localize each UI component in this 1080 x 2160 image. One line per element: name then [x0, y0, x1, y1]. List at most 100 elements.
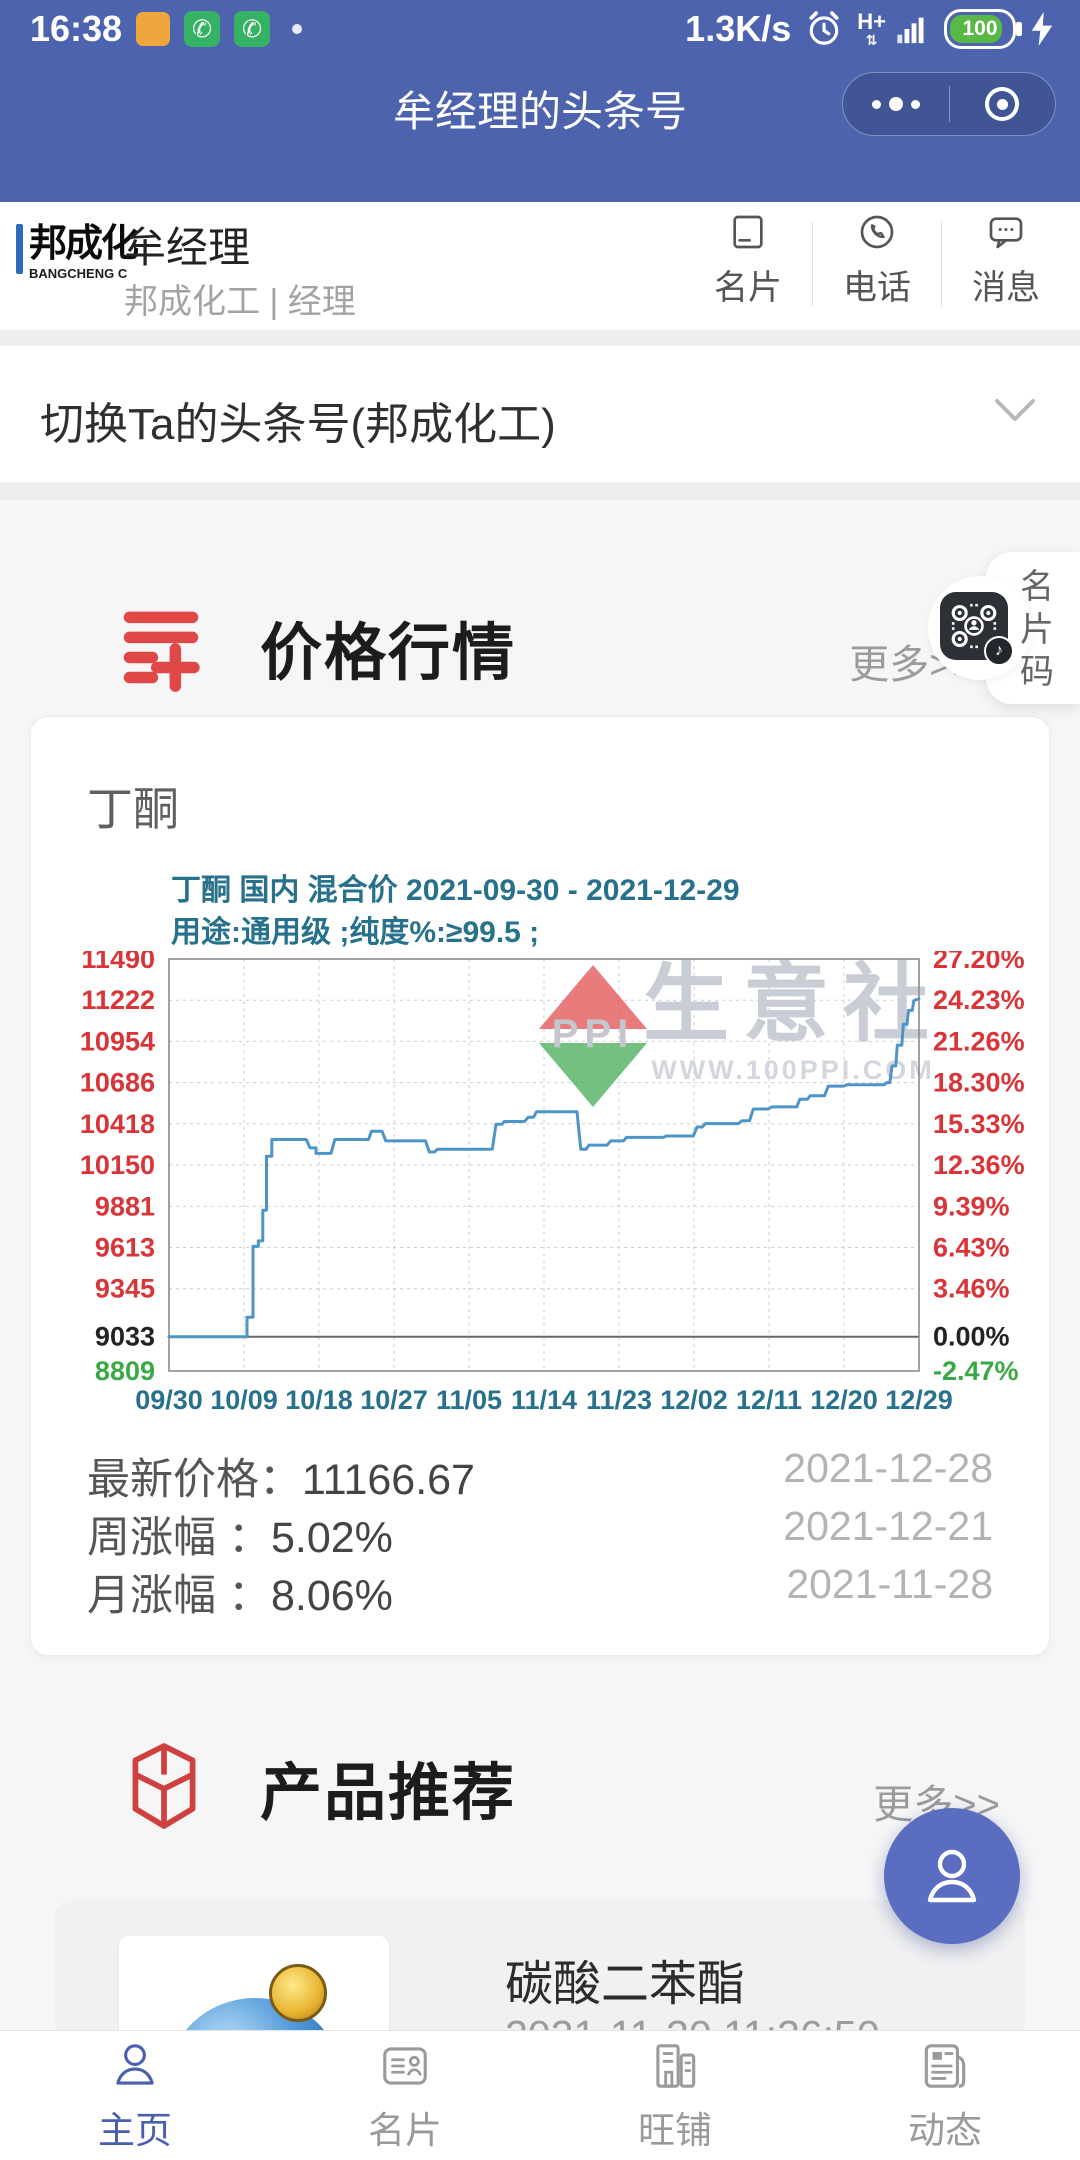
charging-bolt-icon [1031, 12, 1053, 46]
price-section-header: 价格行情 更多>> [0, 592, 1080, 702]
phone-call-label: 电话 [843, 269, 911, 307]
svg-text:6.43%: 6.43% [933, 1232, 1010, 1262]
svg-text:12.36%: 12.36% [933, 1150, 1025, 1180]
svg-text:11/14: 11/14 [511, 1385, 577, 1415]
product-section-title: 产品推荐 [260, 1759, 517, 1828]
message-label: 消息 [972, 269, 1040, 307]
stat-value: 5.02% [270, 1514, 393, 1562]
svg-text:9613: 9613 [95, 1233, 155, 1263]
close-minimize-button[interactable] [950, 73, 1056, 135]
page-title: 牟经理的头条号 [392, 88, 687, 135]
price-list-icon [123, 611, 200, 692]
price-line-chart: 09/30 10/09 10/18 10/27 11/05 11/14 11/23 12/02… [31, 944, 1049, 1443]
svg-text:12/20: 12/20 [810, 1385, 878, 1415]
tab-feed-label: 动态 [908, 2110, 982, 2151]
stat-date: 2021-12-21 [783, 1503, 993, 1549]
card-code-widget[interactable]: ♪ 名 片 码 [928, 552, 1080, 704]
svg-text:10/18: 10/18 [285, 1385, 353, 1415]
switch-account-label: 切换Ta的头条号(邦成化工) [40, 400, 556, 449]
svg-text:3.46%: 3.46% [933, 1274, 1010, 1304]
tab-home[interactable]: 主页 [0, 2031, 270, 2160]
svg-text:9881: 9881 [95, 1191, 155, 1221]
price-section-title: 价格行情 [260, 619, 517, 688]
svg-text:10954: 10954 [80, 1026, 155, 1056]
tab-shop-label: 旺铺 [638, 2110, 712, 2151]
price-chart-card[interactable]: 丁酮 丁酮 国内 混合价 2021-09-30 - 2021-12-29 用途:… [30, 716, 1050, 1656]
svg-text:WWW.100PPI.COM: WWW.100PPI.COM [651, 1055, 935, 1085]
battery-level: 100 [962, 17, 998, 40]
signal-bars-icon [897, 17, 924, 44]
phone-icon [860, 215, 894, 249]
tab-card-label: 名片 [368, 2110, 442, 2151]
svg-text:10150: 10150 [80, 1150, 155, 1180]
stat-label: 最新价格： [87, 1456, 302, 1504]
svg-text:10686: 10686 [80, 1068, 155, 1098]
stat-label: 周涨幅 ： [87, 1514, 271, 1562]
svg-text:11/23: 11/23 [586, 1385, 652, 1415]
bottom-tab-bar: 主页 名片 旺铺 [0, 2030, 1080, 2160]
message-button[interactable]: 消息 [942, 212, 1070, 309]
card-code-char: 名 [1020, 568, 1054, 606]
more-options-button[interactable] [843, 73, 949, 135]
product-title: 碳酸二苯酯 [505, 1958, 746, 2011]
card-code-char: 码 [1020, 653, 1054, 691]
ellipsis-icon [871, 97, 920, 111]
svg-text:0.00%: 0.00% [933, 1322, 1010, 1352]
svg-text:12/11: 12/11 [736, 1385, 802, 1415]
chart-subtitle: 用途:通用级 ;纯度%:≥99.5 ; [171, 916, 540, 949]
svg-text:11222: 11222 [81, 985, 155, 1015]
switch-account-row[interactable]: 切换Ta的头条号(邦成化工) [0, 346, 1080, 482]
profile-header: 邦成化 BANGCHENG C 牟经理 邦成化工 | 经理 名片 电话 [0, 202, 1080, 330]
news-feed-icon [924, 2044, 966, 2088]
product-photo-coin [269, 1964, 327, 2022]
svg-text:8809: 8809 [95, 1356, 155, 1386]
tab-card[interactable]: 名片 [270, 2031, 540, 2160]
svg-text:9345: 9345 [95, 1274, 155, 1304]
svg-text:21.26%: 21.26% [933, 1026, 1025, 1056]
section-divider-2 [0, 482, 1080, 500]
status-time: 16:38 [30, 8, 123, 49]
svg-text:9.39%: 9.39% [933, 1191, 1010, 1221]
miniprogram-capsule [842, 72, 1056, 136]
battery-icon: 100 [944, 9, 1022, 49]
tab-feed[interactable]: 动态 [810, 2031, 1080, 2160]
svg-text:12/02: 12/02 [660, 1385, 728, 1415]
contact-subtitle: 邦成化工 | 经理 [124, 283, 356, 321]
contact-name: 牟经理 [124, 224, 251, 271]
card-code-char: 片 [1020, 610, 1054, 649]
business-card-button[interactable]: 名片 [684, 212, 812, 309]
stat-value: 11166.67 [302, 1456, 475, 1504]
stat-label: 月涨幅 ： [87, 1572, 271, 1620]
logo-text-cn: 邦成化 [29, 223, 139, 265]
svg-text:PPI: PPI [552, 1012, 634, 1056]
svg-text:11490: 11490 [81, 951, 155, 974]
id-card-icon [383, 2047, 427, 2085]
chart-title: 丁酮 国内 混合价 2021-09-30 - 2021-12-29 [171, 874, 740, 907]
svg-text:-2.47%: -2.47% [933, 1356, 1019, 1386]
svg-text:10418: 10418 [80, 1109, 155, 1139]
phone-notification-icon: ✆ [184, 11, 221, 47]
notification-dot-icon [292, 24, 303, 34]
logo-accent-bar [16, 224, 23, 274]
stat-value: 8.06% [270, 1572, 393, 1620]
target-circle-icon [985, 87, 1020, 121]
section-divider [0, 330, 1080, 346]
contact-fab-button[interactable] [884, 1808, 1020, 1944]
tab-home-label: 主页 [98, 2110, 172, 2151]
alarm-clock-icon [809, 11, 839, 45]
network-speed: 1.3K/s [685, 8, 792, 49]
svg-text:9033: 9033 [95, 1322, 155, 1352]
phone-call-button[interactable]: 电话 [813, 212, 941, 309]
stat-date: 2021-11-28 [786, 1561, 993, 1607]
chart-product-name: 丁酮 [87, 783, 179, 835]
stat-row-weekly: 周涨幅 ：5.02% 2021-12-21 [87, 1503, 993, 1562]
svg-text:24.23%: 24.23% [933, 985, 1025, 1015]
person-icon [927, 1849, 977, 1903]
music-note-icon: ♪ [984, 636, 1014, 666]
svg-text:10/09: 10/09 [210, 1385, 278, 1415]
product-cube-icon [132, 1743, 196, 1829]
tab-shop[interactable]: 旺铺 [540, 2031, 810, 2160]
stat-row-latest: 最新价格：11166.67 2021-12-28 [87, 1445, 993, 1504]
svg-text:15.33%: 15.33% [933, 1109, 1025, 1139]
